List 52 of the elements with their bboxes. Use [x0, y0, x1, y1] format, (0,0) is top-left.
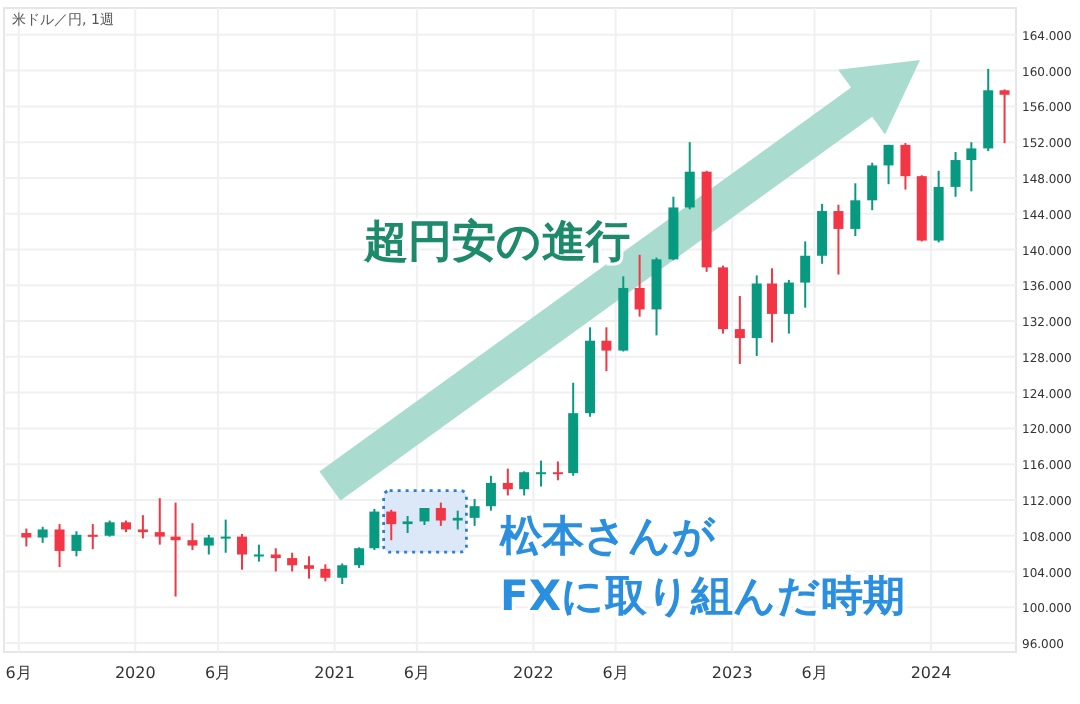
candlestick	[634, 253, 645, 318]
candlestick	[950, 151, 961, 198]
candlestick	[87, 523, 98, 551]
candlestick	[601, 326, 612, 373]
candlestick	[734, 295, 745, 365]
candlestick	[435, 501, 446, 527]
candlestick	[485, 474, 496, 512]
x-tick-label: 6月	[602, 664, 629, 682]
x-tick-label: 6月	[5, 664, 32, 682]
candlestick	[850, 182, 861, 238]
candlestick	[187, 522, 198, 552]
candlestick	[800, 240, 811, 309]
candlestick	[502, 467, 513, 497]
candlestick	[519, 470, 530, 497]
x-tick-label: 6月	[403, 664, 430, 682]
x-tick-label: 2024	[910, 664, 952, 682]
candlestick	[999, 88, 1010, 145]
candlestick	[883, 143, 894, 186]
candlestick	[203, 533, 214, 556]
candlestick	[54, 523, 65, 569]
candlestick	[684, 141, 695, 211]
x-tick-label: 2021	[314, 664, 355, 682]
candlestick	[766, 267, 777, 344]
candlestick	[154, 497, 165, 546]
candlestick	[966, 141, 977, 193]
annotation: 松本さんが	[498, 512, 716, 560]
candlestick	[287, 551, 298, 573]
candlestick	[304, 555, 315, 580]
candlestick	[354, 546, 365, 569]
candlestick	[386, 508, 397, 542]
candlestick	[552, 460, 563, 482]
candlestick	[337, 562, 348, 586]
candlestick	[237, 532, 248, 571]
candlestick	[833, 203, 844, 276]
candlestick	[71, 530, 82, 558]
candlestick	[220, 518, 231, 554]
x-tick-label: 6月	[204, 664, 232, 682]
x-tick-label: 2020	[114, 664, 156, 682]
annotation: FXに取り組んだ時期	[500, 572, 906, 620]
candlestick	[536, 459, 547, 488]
candlestick	[452, 509, 463, 531]
x-tick-label: 2023	[711, 664, 753, 682]
candlestick	[867, 161, 878, 212]
candlestick	[900, 142, 911, 191]
candlestick	[783, 278, 794, 335]
candlestick	[137, 514, 148, 540]
candlestick	[817, 202, 828, 265]
x-tick-label: 2022	[513, 664, 554, 682]
candlestick	[369, 507, 380, 552]
candlestick	[469, 498, 480, 527]
annotation: 超円安の進行	[362, 216, 630, 268]
x-tick-label: 6月	[801, 664, 828, 682]
